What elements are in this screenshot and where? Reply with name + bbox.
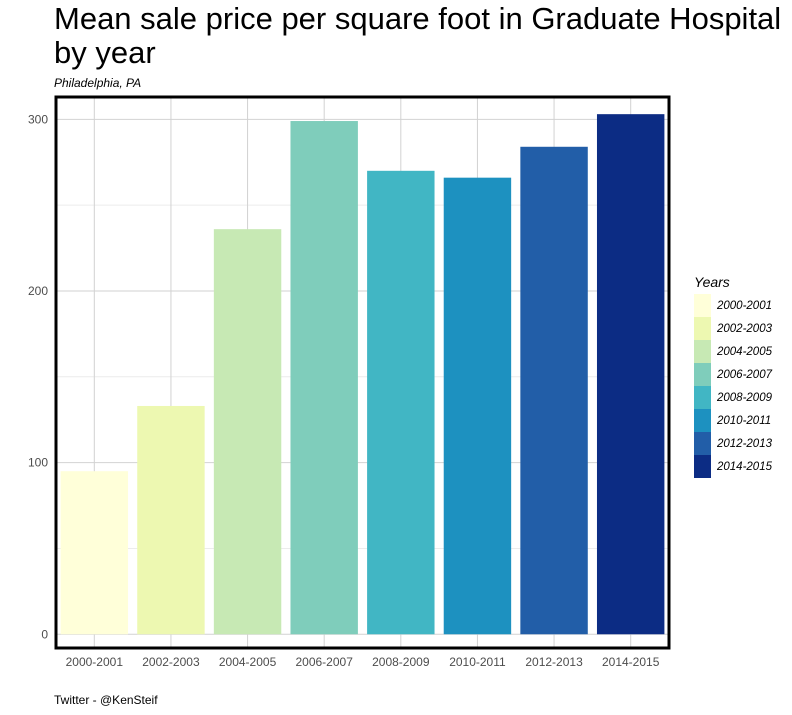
legend-swatch (694, 340, 711, 363)
legend-item: 2002-2003 (694, 317, 772, 340)
x-tick-label: 2014-2015 (602, 655, 660, 669)
bar-2008-2009 (367, 170, 435, 635)
legend-item: 2004-2005 (694, 340, 772, 363)
y-tick-label: 100 (28, 456, 48, 470)
x-tick-label: 2004-2005 (219, 655, 277, 669)
legend-item: 2014-2015 (694, 455, 772, 478)
bar-2012-2013 (520, 146, 588, 635)
legend-label: 2014-2015 (717, 460, 772, 473)
legend-swatch (694, 386, 711, 409)
legend-label: 2006-2007 (717, 368, 772, 381)
bar-2000-2001 (60, 471, 129, 635)
bar-2014-2015 (596, 114, 665, 635)
y-tick-label: 0 (41, 627, 48, 641)
legend-items: 2000-2001 2002-2003 2004-2005 2006-2007 2008… (694, 294, 772, 478)
legend-swatch (694, 317, 711, 340)
x-tick-label: 2012-2013 (525, 655, 583, 669)
legend-label: 2010-2011 (717, 414, 772, 427)
legend-label: 2008-2009 (717, 391, 772, 404)
legend-title: Years (694, 274, 730, 290)
bar-2004-2005 (213, 229, 282, 635)
legend-swatch (694, 409, 711, 432)
x-tick-label: 2000-2001 (66, 655, 124, 669)
legend-swatch (694, 432, 711, 455)
chart-subtitle: Philadelphia, PA (54, 76, 142, 90)
bar-2010-2011 (443, 177, 512, 635)
legend: Years 2000-2001 2002-2003 2004-2005 2006-20… (694, 274, 772, 478)
y-tick-label: 300 (28, 112, 48, 126)
legend-item: 2010-2011 (694, 409, 772, 432)
legend-item: 2012-2013 (694, 432, 772, 455)
x-tick-label: 2006-2007 (295, 655, 353, 669)
legend-label: 2004-2005 (717, 345, 772, 358)
x-tick-label: 2002-2003 (142, 655, 200, 669)
legend-label: 2002-2003 (717, 322, 772, 335)
chart-caption: Twitter - @KenSteif (54, 693, 158, 707)
x-tick-label: 2008-2009 (372, 655, 430, 669)
legend-item: 2008-2009 (694, 386, 772, 409)
chart-title: Mean sale price per square foot in Gradu… (54, 1, 782, 70)
legend-swatch (694, 294, 711, 317)
legend-swatch (694, 363, 711, 386)
x-tick-label: 2010-2011 (449, 655, 506, 669)
y-tick-label: 200 (28, 284, 48, 298)
legend-item: 2006-2007 (694, 363, 772, 386)
legend-swatch (694, 455, 711, 478)
legend-label: 2000-2001 (717, 299, 772, 312)
legend-label: 2012-2013 (717, 437, 772, 450)
bars (60, 114, 665, 635)
bar-2006-2007 (290, 121, 358, 635)
legend-item: 2000-2001 (694, 294, 772, 317)
x-axis-ticks: 2000-2001 2002-2003 2004-2005 2006-2007 2008… (66, 655, 660, 669)
plot-frame (54, 95, 671, 650)
y-axis-ticks: 0 100 200 300 (28, 112, 48, 641)
bar-2002-2003 (137, 405, 205, 635)
